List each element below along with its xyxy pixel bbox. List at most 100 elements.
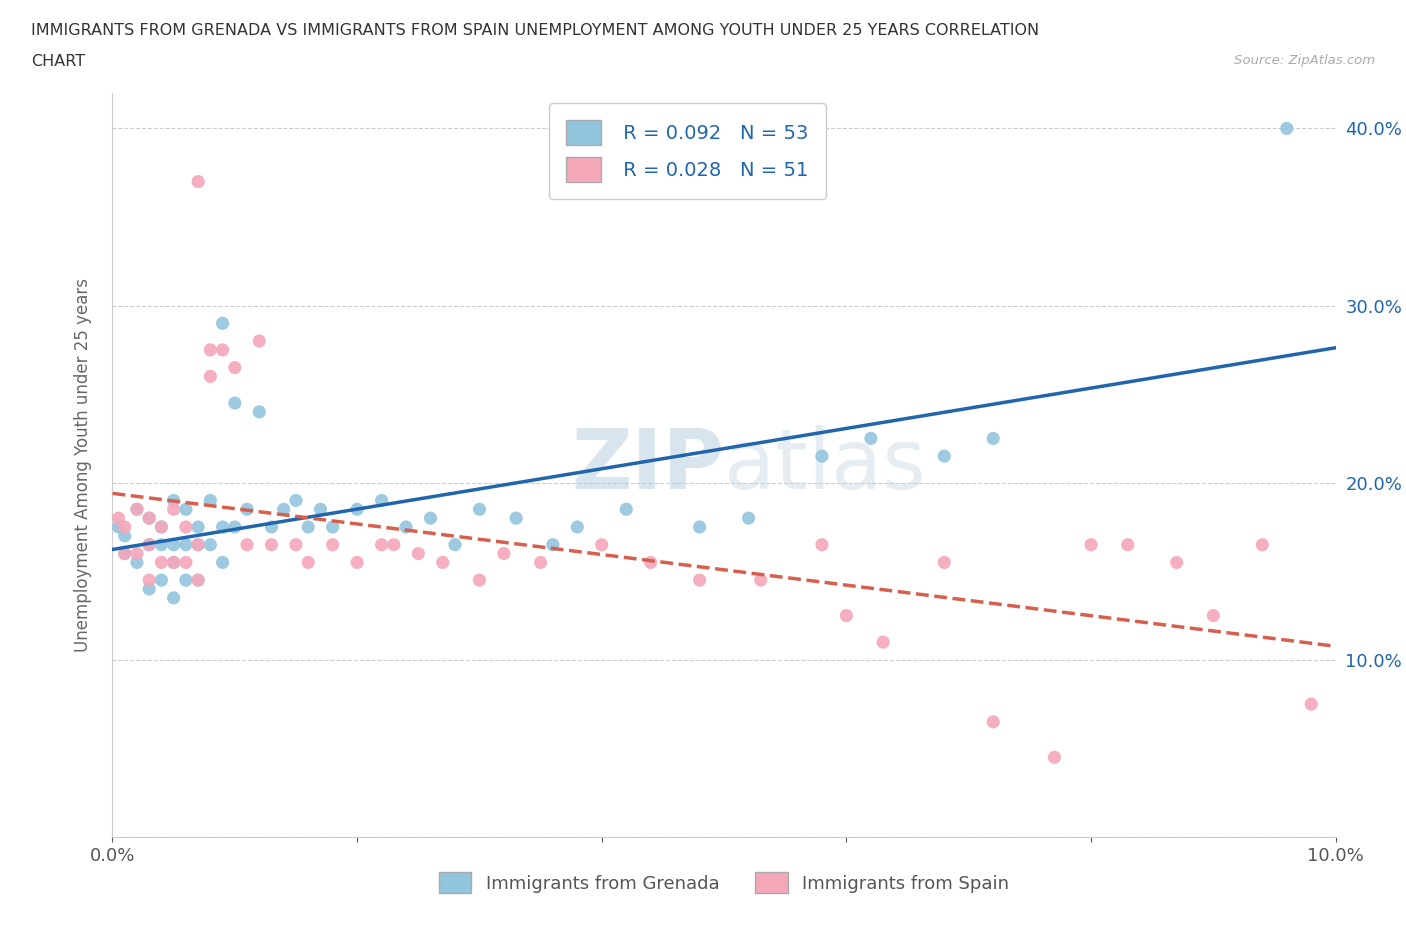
Point — [174, 502, 197, 517]
Point — [1116, 538, 1139, 552]
Point — [224, 395, 246, 410]
Point — [163, 555, 186, 570]
Point — [322, 538, 344, 552]
Point — [981, 714, 1004, 729]
Point — [1202, 608, 1225, 623]
Point — [1080, 538, 1102, 552]
Point — [114, 546, 136, 561]
Point — [150, 520, 173, 535]
Point — [200, 493, 222, 508]
Point — [859, 431, 882, 445]
Point — [541, 538, 564, 552]
Point — [211, 342, 233, 357]
Point — [273, 502, 295, 517]
Point — [138, 573, 160, 588]
Text: CHART: CHART — [31, 54, 84, 69]
Point — [432, 555, 454, 570]
Point — [150, 520, 173, 535]
Point — [138, 511, 160, 525]
Point — [163, 493, 186, 508]
Point — [138, 538, 160, 552]
Point — [236, 538, 259, 552]
Point — [174, 555, 197, 570]
Point — [187, 573, 209, 588]
Point — [260, 520, 283, 535]
Point — [689, 520, 711, 535]
Point — [749, 573, 772, 588]
Point — [163, 591, 186, 605]
Point — [260, 538, 283, 552]
Point — [346, 502, 368, 517]
Point — [934, 448, 956, 463]
Point — [346, 555, 368, 570]
Point — [211, 555, 233, 570]
Point — [1301, 697, 1323, 711]
Point — [370, 493, 392, 508]
Point — [114, 520, 136, 535]
Point — [200, 369, 222, 384]
Point — [200, 538, 222, 552]
Point — [174, 573, 197, 588]
Point — [114, 528, 136, 543]
Point — [811, 448, 834, 463]
Point — [187, 520, 209, 535]
Point — [1275, 121, 1298, 136]
Point — [872, 634, 894, 649]
Point — [187, 538, 209, 552]
Point — [297, 555, 319, 570]
Point — [640, 555, 662, 570]
Point — [125, 555, 148, 570]
Point — [284, 538, 308, 552]
Point — [236, 502, 259, 517]
Point — [934, 555, 956, 570]
Point — [284, 493, 308, 508]
Point — [468, 573, 491, 588]
Point — [163, 538, 186, 552]
Point — [224, 520, 246, 535]
Text: ZIP: ZIP — [572, 424, 724, 506]
Point — [419, 511, 441, 525]
Point — [737, 511, 759, 525]
Point — [408, 546, 430, 561]
Point — [150, 573, 173, 588]
Point — [395, 520, 418, 535]
Point — [138, 538, 160, 552]
Point — [370, 538, 392, 552]
Point — [247, 334, 270, 349]
Text: atlas: atlas — [724, 424, 925, 506]
Legend: Immigrants from Grenada, Immigrants from Spain: Immigrants from Grenada, Immigrants from… — [430, 863, 1018, 902]
Point — [125, 502, 148, 517]
Point — [1251, 538, 1274, 552]
Point — [1043, 750, 1066, 764]
Point — [444, 538, 467, 552]
Point — [200, 342, 222, 357]
Point — [150, 538, 173, 552]
Point — [530, 555, 553, 570]
Point — [614, 502, 637, 517]
Y-axis label: Unemployment Among Youth under 25 years: Unemployment Among Youth under 25 years — [73, 278, 91, 652]
Point — [505, 511, 527, 525]
Point — [382, 538, 405, 552]
Point — [1166, 555, 1188, 570]
Point — [835, 608, 858, 623]
Point — [567, 520, 589, 535]
Point — [224, 360, 246, 375]
Text: IMMIGRANTS FROM GRENADA VS IMMIGRANTS FROM SPAIN UNEMPLOYMENT AMONG YOUTH UNDER : IMMIGRANTS FROM GRENADA VS IMMIGRANTS FR… — [31, 23, 1039, 38]
Point — [468, 502, 491, 517]
Point — [163, 555, 186, 570]
Point — [689, 573, 711, 588]
Point — [247, 405, 270, 419]
Point — [114, 546, 136, 561]
Point — [591, 538, 613, 552]
Text: Source: ZipAtlas.com: Source: ZipAtlas.com — [1234, 54, 1375, 67]
Point — [174, 538, 197, 552]
Point — [211, 520, 233, 535]
Point — [309, 502, 332, 517]
Point — [150, 555, 173, 570]
Point — [211, 316, 233, 331]
Point — [811, 538, 834, 552]
Point — [125, 502, 148, 517]
Point — [322, 520, 344, 535]
Point — [492, 546, 515, 561]
Point — [138, 581, 160, 596]
